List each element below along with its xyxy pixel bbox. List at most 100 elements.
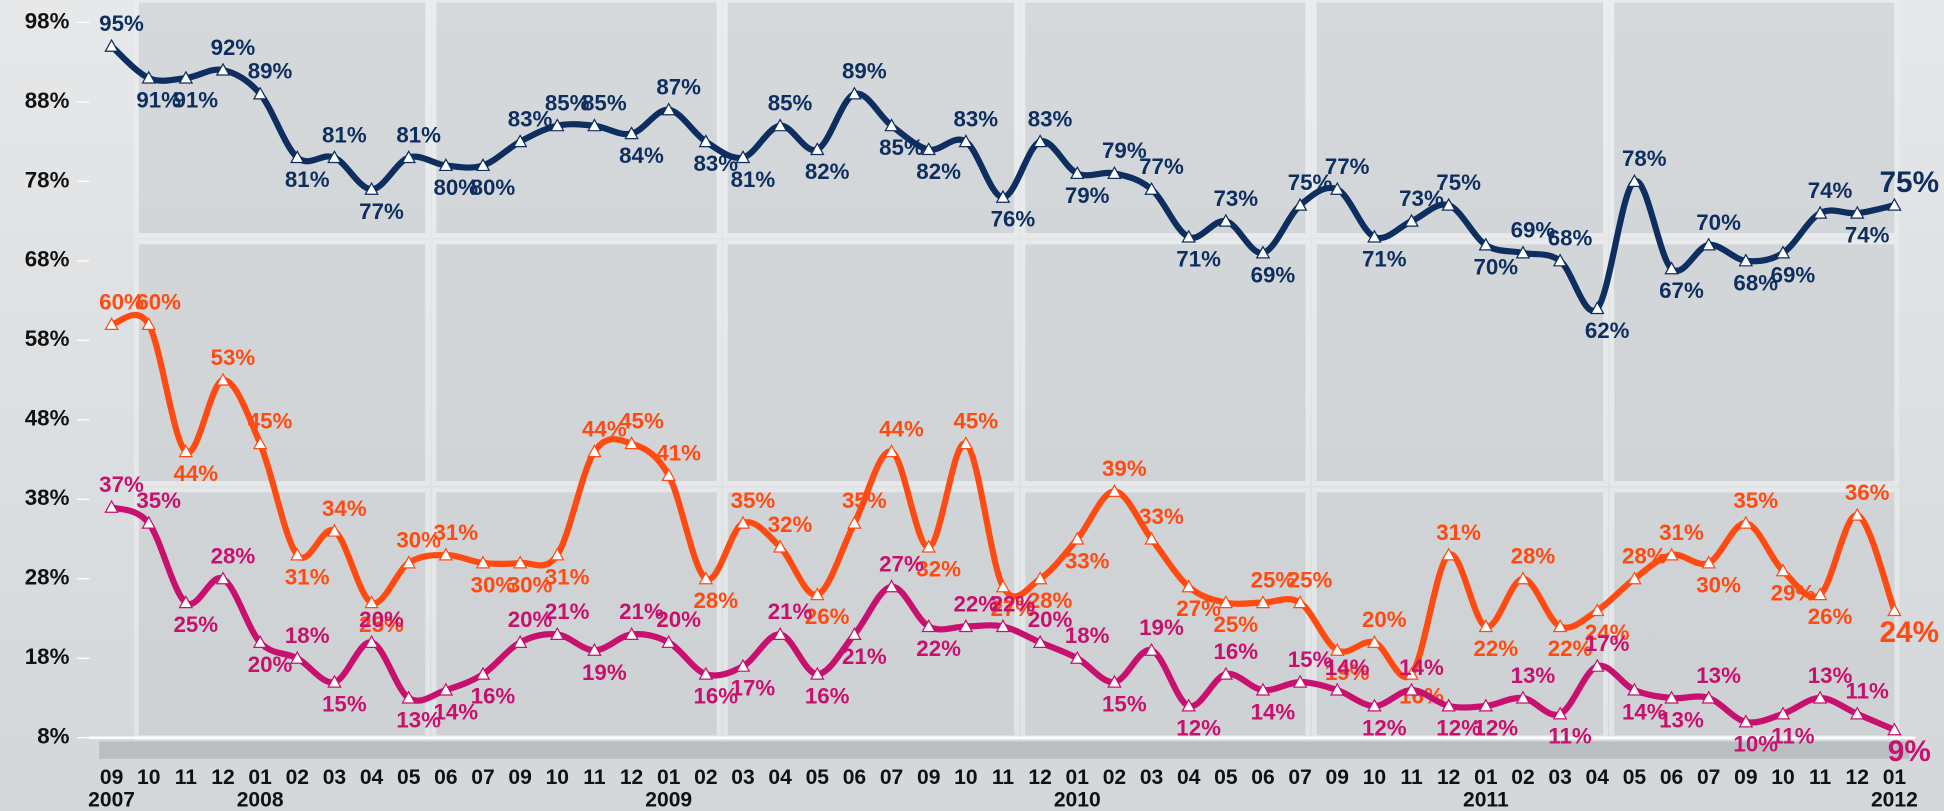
x-tick-label: 12 [211, 766, 234, 789]
x-tick-label: 10 [954, 766, 977, 789]
point-marker [512, 555, 528, 569]
data-label: 25% [359, 612, 404, 637]
point-marker [624, 436, 639, 450]
data-label: 67% [1659, 278, 1704, 303]
data-label: 19% [1139, 615, 1184, 640]
point-marker [1255, 595, 1271, 609]
point-marker [1887, 722, 1902, 736]
point-marker [1441, 197, 1456, 211]
point-marker [884, 579, 899, 593]
point-marker [1070, 650, 1085, 664]
x-tick-label: 06 [843, 766, 866, 789]
data-label: 20% [1362, 607, 1407, 632]
point-marker [1850, 205, 1865, 219]
point-marker [141, 70, 156, 84]
data-label: 84% [619, 143, 664, 168]
point-marker [884, 118, 899, 132]
data-label: 31% [1659, 520, 1704, 545]
y-tick-label: 98% [25, 8, 70, 33]
point-marker [550, 118, 565, 132]
point-marker [290, 150, 305, 164]
data-label: 35% [731, 488, 776, 513]
data-label: 15% [1288, 647, 1333, 672]
data-label: 60% [136, 289, 181, 314]
point-marker [1478, 619, 1494, 633]
point-marker [1367, 698, 1382, 712]
point-marker [1181, 229, 1196, 243]
y-tick-label: 78% [25, 167, 70, 192]
x-tick-label: 03 [1140, 766, 1163, 789]
point-marker [104, 38, 119, 52]
point-marker [1330, 181, 1345, 195]
point-marker [735, 150, 751, 164]
point-marker [995, 619, 1011, 633]
point-marker [364, 634, 379, 648]
point-marker [1552, 253, 1568, 267]
x-tick-label: 07 [471, 766, 494, 789]
point-marker [512, 134, 528, 148]
point-marker [252, 634, 268, 648]
data-label: 17% [1585, 631, 1630, 656]
point-marker [1738, 253, 1754, 267]
point-marker [1404, 682, 1419, 696]
data-label: 89% [842, 59, 887, 84]
point-marker [141, 515, 156, 529]
point-marker [1292, 197, 1308, 211]
data-label: 14% [433, 700, 478, 725]
point-marker [438, 682, 454, 696]
data-label: 20% [248, 652, 293, 677]
data-label: 82% [916, 159, 961, 184]
data-label: 12% [1362, 715, 1407, 740]
x-tick-label: 09 [100, 766, 123, 789]
data-label: 91% [136, 87, 181, 112]
x-tick-label: 07 [880, 766, 903, 789]
axis-shadow [99, 741, 1910, 759]
x-tick-label: 04 [1586, 766, 1610, 789]
point-marker [1887, 603, 1902, 617]
data-label: 28% [1028, 588, 1073, 613]
data-label: 9% [1888, 735, 1931, 768]
point-marker [252, 86, 268, 100]
point-marker [1070, 531, 1085, 545]
y-tick-label: 8% [37, 724, 69, 749]
point-marker [1330, 642, 1345, 656]
data-label: 45% [248, 408, 293, 433]
data-label: 91% [173, 87, 218, 112]
data-label: 32% [916, 556, 961, 581]
point-marker [327, 150, 342, 164]
data-label: 69% [1511, 218, 1556, 243]
data-label: 85% [879, 135, 924, 160]
x-tick-label: 07 [1288, 766, 1311, 789]
data-label: 25% [1288, 567, 1333, 592]
data-label: 15% [1102, 692, 1147, 717]
y-tick-label: 68% [25, 247, 70, 272]
point-marker [364, 595, 379, 609]
x-tick-label: 11 [1400, 766, 1423, 789]
data-label: 33% [1065, 549, 1110, 574]
x-tick-label: 09 [917, 766, 940, 789]
data-label: 70% [1696, 210, 1741, 235]
point-marker [1144, 531, 1159, 545]
point-marker [1181, 579, 1196, 593]
data-label: 13% [1808, 663, 1853, 688]
data-label: 77% [359, 199, 404, 224]
data-label: 21% [768, 599, 813, 624]
x-tick-label: 05 [1623, 766, 1647, 789]
data-label: 15% [322, 692, 367, 717]
data-label: 11% [1771, 723, 1815, 748]
year-label: 2008 [237, 789, 284, 811]
point-marker [1181, 698, 1196, 712]
data-label: 68% [1733, 270, 1778, 295]
x-tick-label: 05 [397, 766, 421, 789]
year-label: 2009 [645, 789, 692, 811]
point-marker [512, 634, 528, 648]
data-label: 24% [1585, 620, 1630, 645]
point-marker [1812, 690, 1828, 704]
data-label: 21% [545, 599, 590, 624]
data-label: 31% [1436, 520, 1481, 545]
data-label: 80% [471, 175, 516, 200]
data-label: 25% [1213, 612, 1258, 637]
data-label: 45% [619, 408, 664, 433]
x-tick-label: 12 [1437, 766, 1460, 789]
